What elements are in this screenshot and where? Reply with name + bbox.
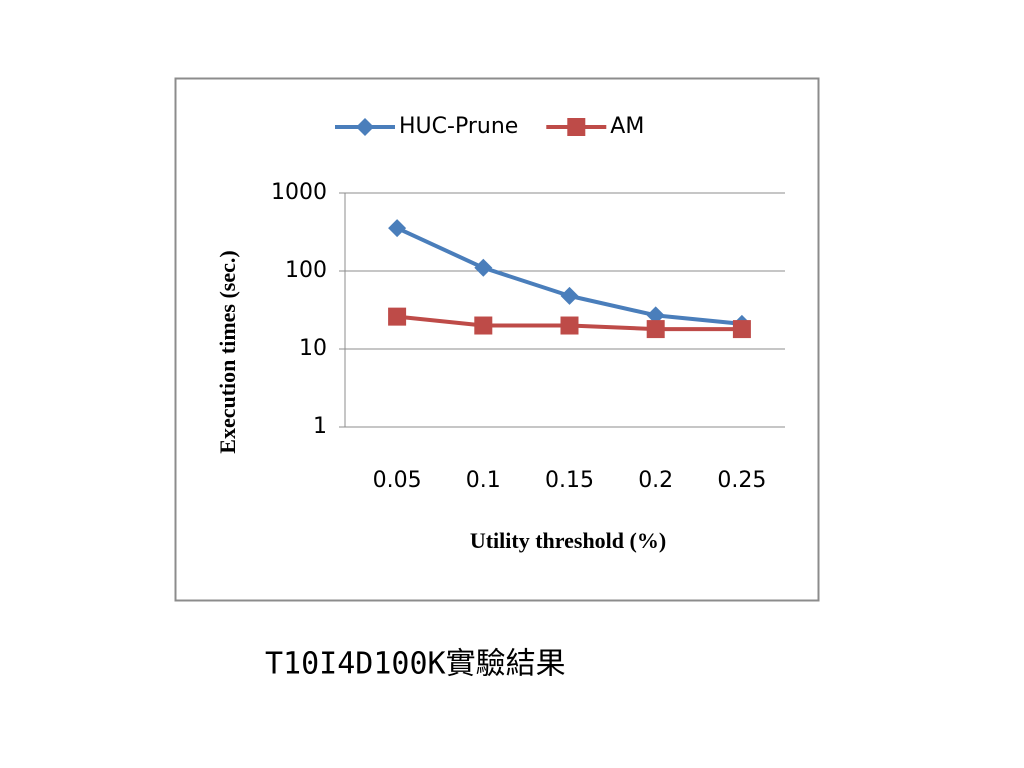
data-point [474, 316, 493, 335]
legend-label: AM [610, 114, 644, 139]
chart-frame [174, 77, 820, 602]
y-tick-label: 1 [313, 414, 327, 439]
data-point [646, 306, 665, 325]
caption: T10I4D100K實驗結果 [265, 647, 566, 682]
y-tick-label: 100 [285, 258, 327, 283]
data-point [732, 320, 751, 339]
data-point [474, 258, 493, 277]
legend-label: HUC-Prune [399, 114, 518, 139]
legend-marker [356, 118, 374, 136]
x-tick-label: 0.1 [466, 468, 501, 493]
data-point [388, 307, 407, 326]
x-tick-label: 0.05 [373, 468, 422, 493]
y-tick-label: 1000 [271, 180, 327, 205]
legend-marker [567, 118, 586, 136]
data-point [646, 320, 665, 339]
y-axis-title: Execution times (sec.) [215, 250, 240, 453]
data-point [560, 316, 579, 335]
data-point [388, 219, 407, 238]
x-tick-label: 0.2 [638, 468, 673, 493]
x-axis-title: Utility threshold (%) [470, 528, 666, 553]
y-tick-label: 10 [299, 336, 327, 361]
x-tick-label: 0.25 [717, 468, 766, 493]
data-point [560, 286, 579, 305]
x-tick-label: 0.15 [545, 468, 594, 493]
